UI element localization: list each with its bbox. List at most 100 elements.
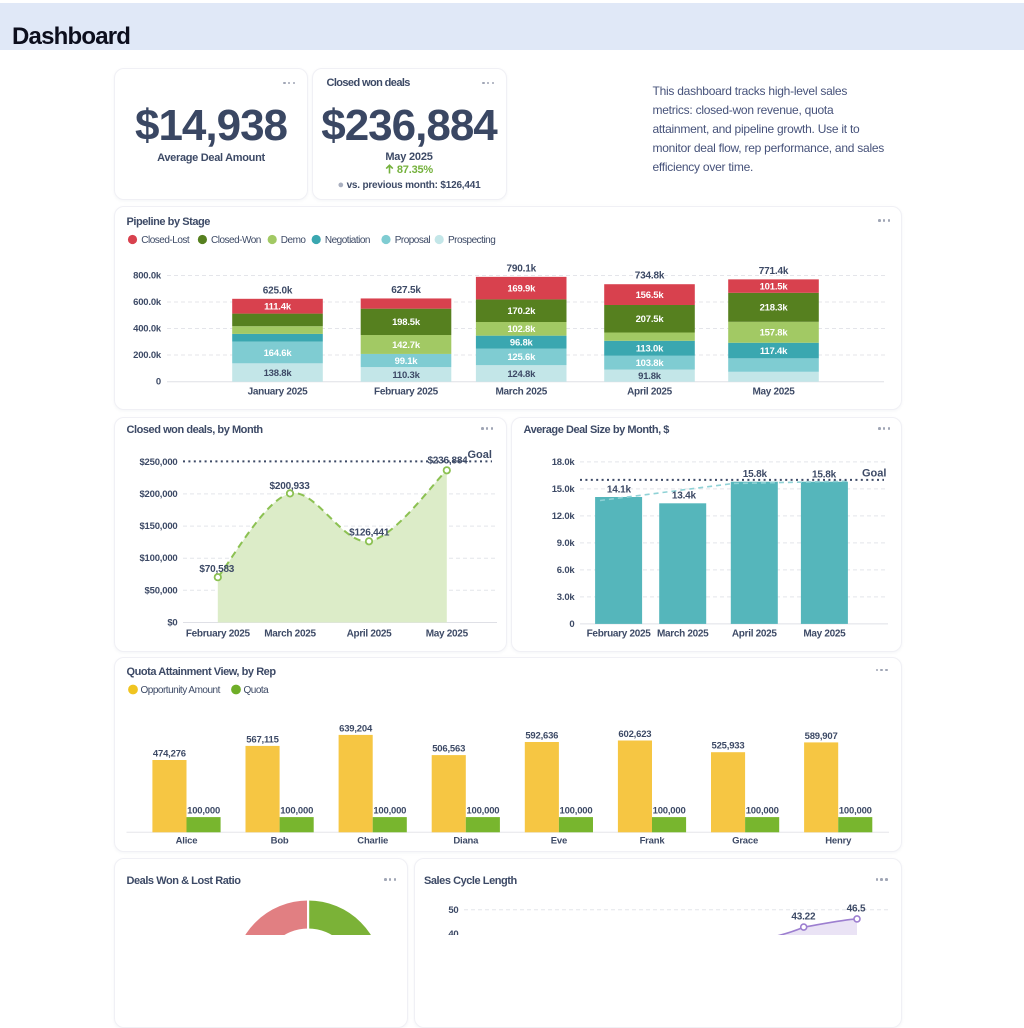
svg-text:101.5k: 101.5k [760,282,789,293]
svg-text:13.4k: 13.4k [672,491,697,502]
svg-text:99.1k: 99.1k [395,356,419,367]
svg-text:103.8k: 103.8k [636,358,665,369]
svg-text:May 2025: May 2025 [803,629,846,640]
svg-text:March 2025: March 2025 [264,629,316,640]
svg-text:April 2025: April 2025 [732,629,778,640]
svg-text:164.6k: 164.6k [264,348,293,359]
svg-text:Closed-Lost: Closed-Lost [141,235,190,246]
svg-text:625.0k: 625.0k [263,285,293,296]
svg-text:Goal: Goal [468,449,492,461]
svg-text:3.0k: 3.0k [557,592,576,603]
svg-text:15.0k: 15.0k [552,484,576,495]
svg-text:734.8k: 734.8k [635,271,665,282]
svg-text:600.0k: 600.0k [133,297,162,308]
svg-text:43.22: 43.22 [791,912,816,923]
svg-text:April 2025: April 2025 [347,629,393,640]
svg-text:Frank: Frank [640,836,666,847]
svg-text:12.0k: 12.0k [552,511,576,522]
svg-text:Eve: Eve [551,836,567,847]
svg-text:6.0k: 6.0k [557,565,576,576]
svg-text:567,115: 567,115 [246,734,279,745]
svg-text:$50,000: $50,000 [145,585,178,596]
svg-text:0: 0 [569,619,574,630]
svg-text:February 2025: February 2025 [374,387,439,398]
svg-text:790.1k: 790.1k [507,263,537,274]
svg-text:Prospecting: Prospecting [448,235,495,246]
svg-text:15.8k: 15.8k [743,469,768,480]
svg-text:50: 50 [448,905,458,916]
svg-text:Negotiation: Negotiation [325,235,370,246]
svg-text:100,000: 100,000 [466,806,499,817]
svg-text:800.0k: 800.0k [133,271,162,282]
svg-text:627.5k: 627.5k [391,285,421,296]
svg-text:100,000: 100,000 [839,806,872,817]
svg-text:639,204: 639,204 [339,723,373,734]
svg-text:117.4k: 117.4k [760,346,788,357]
svg-text:March 2025: March 2025 [657,629,709,640]
svg-text:18.0k: 18.0k [552,457,576,468]
svg-text:April 2025: April 2025 [627,387,673,398]
svg-text:506,563: 506,563 [432,744,465,755]
svg-text:169.9k: 169.9k [507,284,536,295]
svg-text:207.5k: 207.5k [636,314,665,325]
svg-text:$126,441: $126,441 [349,527,390,538]
svg-text:Charlie: Charlie [357,836,388,847]
svg-text:157.8k: 157.8k [760,328,789,339]
svg-text:Quota: Quota [244,685,270,696]
svg-text:771.4k: 771.4k [759,266,789,277]
svg-text:111.4k: 111.4k [264,302,292,313]
svg-text:$250,000: $250,000 [139,457,177,468]
svg-text:February 2025: February 2025 [186,629,251,640]
svg-text:525,933: 525,933 [712,741,745,752]
svg-text:15.8k: 15.8k [812,470,837,481]
svg-text:February 2025: February 2025 [587,629,652,640]
svg-text:Grace: Grace [732,836,758,847]
svg-text:102.8k: 102.8k [507,324,536,335]
svg-text:$100,000: $100,000 [139,553,177,564]
svg-text:138.8k: 138.8k [264,368,293,379]
svg-text:9.0k: 9.0k [557,538,576,549]
svg-text:Opportunity Amount: Opportunity Amount [141,685,221,696]
svg-text:96.8k: 96.8k [510,338,534,349]
svg-text:May 2025: May 2025 [752,387,795,398]
svg-text:589,907: 589,907 [805,731,838,742]
svg-text:100,000: 100,000 [373,806,406,817]
svg-text:$200,933: $200,933 [270,481,311,492]
svg-text:156.5k: 156.5k [636,290,665,301]
svg-text:0: 0 [156,377,161,388]
svg-text:$236,884: $236,884 [427,455,468,466]
svg-text:200.0k: 200.0k [133,350,162,361]
svg-text:Bob: Bob [271,836,289,847]
svg-text:Proposal: Proposal [395,235,431,246]
svg-text:Closed-Won: Closed-Won [211,235,261,246]
svg-text:100,000: 100,000 [280,806,313,817]
svg-text:110.3k: 110.3k [392,370,420,381]
svg-text:400.0k: 400.0k [133,324,162,335]
svg-text:100,000: 100,000 [746,806,779,817]
svg-text:Demo: Demo [281,235,307,246]
svg-text:Henry: Henry [825,836,852,847]
svg-text:218.3k: 218.3k [760,303,789,314]
svg-text:125.6k: 125.6k [507,352,536,363]
svg-text:$200,000: $200,000 [139,489,177,500]
svg-text:46.5: 46.5 [847,904,866,915]
svg-text:Goal: Goal [862,468,886,480]
svg-text:602,623: 602,623 [618,729,651,740]
svg-text:$0: $0 [167,618,177,629]
svg-text:124.8k: 124.8k [507,369,536,380]
svg-text:100,000: 100,000 [653,806,686,817]
svg-text:474,276: 474,276 [153,749,186,760]
svg-text:Alice: Alice [176,836,198,847]
svg-text:198.5k: 198.5k [392,317,421,328]
svg-text:Diana: Diana [453,836,479,847]
svg-text:113.0k: 113.0k [636,344,664,355]
svg-text:January 2025: January 2025 [248,387,309,398]
svg-text:91.8k: 91.8k [638,371,662,382]
svg-text:142.7k: 142.7k [392,340,421,351]
svg-text:100,000: 100,000 [187,806,220,817]
svg-text:100,000: 100,000 [560,806,593,817]
svg-text:14.1k: 14.1k [607,485,632,496]
svg-text:$70,583: $70,583 [199,564,234,575]
svg-text:40: 40 [448,929,458,935]
svg-text:592,636: 592,636 [525,731,558,742]
